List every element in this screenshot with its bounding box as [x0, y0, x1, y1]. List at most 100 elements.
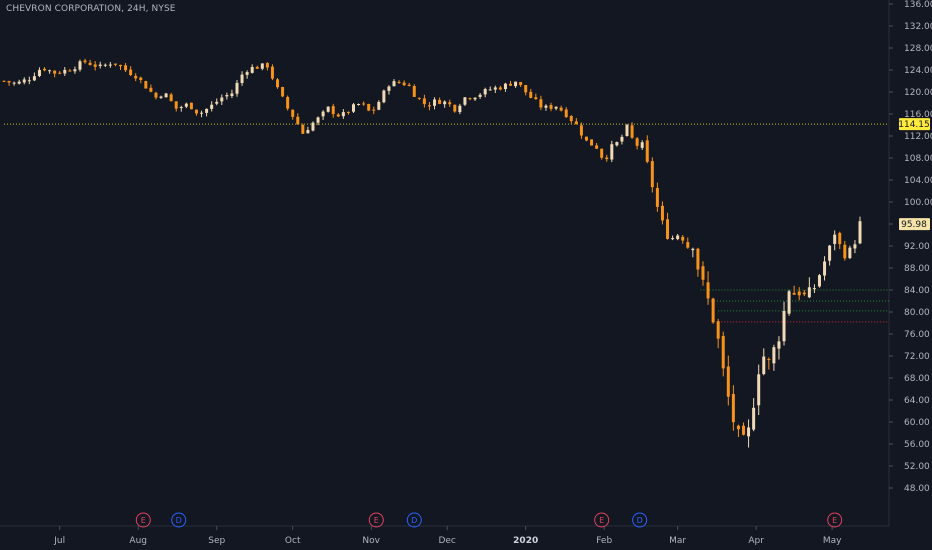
- candle-body: [509, 83, 513, 86]
- y-tick-label: 124.00: [904, 66, 932, 76]
- y-tick-label: 80.00: [904, 308, 930, 318]
- y-tick-label: 56.00: [904, 440, 930, 450]
- y-tick-label: 112.00: [904, 132, 932, 142]
- x-tick-label: May: [823, 536, 842, 546]
- earnings-marker-icon[interactable]: [594, 512, 610, 528]
- dividend-marker-icon[interactable]: [406, 512, 422, 528]
- candle-body: [676, 235, 680, 240]
- candle-body: [691, 248, 695, 251]
- y-tick-label: 68.00: [904, 374, 930, 384]
- candle-body: [159, 96, 163, 98]
- candle-body: [777, 341, 781, 349]
- event-marker-label: D: [176, 516, 182, 525]
- candle-body: [782, 310, 786, 342]
- candle-body: [524, 85, 528, 93]
- y-tick-label: 64.00: [904, 396, 930, 406]
- candle-body: [37, 69, 41, 77]
- candle-body: [93, 64, 97, 67]
- candle-body: [2, 80, 6, 82]
- candle-body: [797, 291, 801, 296]
- candle-body: [529, 91, 533, 98]
- candle-body: [554, 106, 558, 109]
- price-tag: [899, 118, 930, 131]
- candle-body: [118, 64, 122, 67]
- candle-body: [443, 101, 447, 105]
- candle-body: [402, 82, 406, 86]
- candle-body: [792, 292, 796, 295]
- y-tick-label: 108.00: [904, 154, 932, 164]
- candle-body: [595, 145, 599, 149]
- price-tag-label: 114.15: [898, 120, 930, 130]
- candle-body: [255, 66, 259, 69]
- candle-body: [468, 98, 472, 100]
- event-marker-label: E: [141, 516, 146, 525]
- y-tick-label: 84.00: [904, 286, 930, 296]
- y-tick-label: 120.00: [904, 88, 932, 98]
- candle-body: [615, 142, 619, 146]
- x-tick-label: 2020: [513, 536, 538, 546]
- candle-body: [747, 427, 751, 437]
- candle-body: [736, 425, 740, 430]
- candle-body: [848, 247, 852, 259]
- candle-body: [640, 142, 644, 148]
- earnings-marker-icon[interactable]: [827, 512, 843, 528]
- candle-body: [544, 105, 548, 108]
- candle-body: [144, 81, 148, 89]
- candle-body: [169, 94, 173, 102]
- candle-body: [27, 80, 31, 82]
- candle-body: [22, 79, 26, 83]
- candle-body: [311, 122, 315, 131]
- candle-body: [757, 374, 761, 406]
- earnings-marker-icon[interactable]: [135, 512, 151, 528]
- candle-body: [787, 291, 791, 314]
- candle-body: [838, 232, 842, 245]
- x-tick-label: Apr: [748, 536, 764, 546]
- candle-body: [108, 64, 112, 66]
- candle-body: [559, 107, 563, 111]
- candle-body: [817, 275, 821, 287]
- candle-body: [564, 109, 568, 118]
- candle-body: [519, 82, 523, 86]
- candle-body: [422, 98, 426, 105]
- candle-body: [331, 106, 335, 115]
- candle-body: [574, 121, 578, 125]
- candle-body: [407, 84, 411, 86]
- candle-body: [392, 81, 396, 87]
- candle-body: [260, 63, 264, 69]
- earnings-marker-icon[interactable]: [368, 512, 384, 528]
- event-marker-label: D: [411, 516, 417, 525]
- candle-body: [240, 74, 244, 84]
- candle-body: [387, 86, 391, 91]
- candle-body: [200, 112, 204, 114]
- candle-body: [478, 94, 482, 97]
- candle-body: [68, 70, 72, 72]
- candle-body: [427, 105, 431, 107]
- candle-body: [635, 138, 639, 146]
- candle-body: [645, 140, 649, 162]
- candle-body: [12, 82, 16, 84]
- candle-body: [448, 102, 452, 105]
- candle-body: [58, 72, 62, 74]
- candle-body: [397, 81, 401, 83]
- y-tick-label: 52.00: [904, 462, 930, 472]
- candle-body: [7, 81, 11, 83]
- candle-body: [453, 104, 457, 112]
- candle-body: [483, 89, 487, 95]
- event-marker-label: E: [374, 516, 379, 525]
- candle-body: [32, 76, 36, 81]
- dividend-marker-icon[interactable]: [632, 512, 648, 528]
- candle-body: [681, 236, 685, 241]
- candle-body: [124, 65, 128, 71]
- candle-body: [488, 89, 492, 91]
- candle-body: [549, 105, 553, 109]
- dividend-marker-icon[interactable]: [171, 512, 187, 528]
- x-tick-label: Sep: [208, 536, 225, 546]
- price-tag-label: 95.98: [901, 220, 927, 230]
- candle-body: [321, 111, 325, 117]
- candle-body: [316, 117, 320, 123]
- candle-body: [706, 282, 710, 299]
- candle-body: [210, 104, 214, 109]
- candle-body: [493, 87, 497, 90]
